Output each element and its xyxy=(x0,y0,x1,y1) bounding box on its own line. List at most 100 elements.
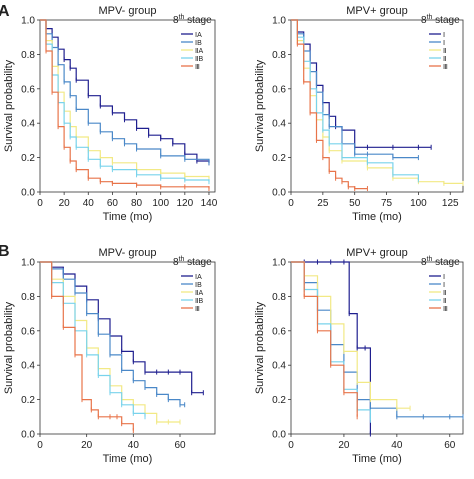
legend-entry: ⅡA xyxy=(195,290,203,297)
chart-panel-3: MPV- group 0.0 0.2 0.4 0.6 0.8 1.0 0 20 40 60 Time … xyxy=(3,247,216,465)
legend-entry: Ⅱ xyxy=(443,290,446,297)
panel-label-A: A xyxy=(0,3,10,20)
x-tick-label: 75 xyxy=(381,198,393,209)
series-line-5 xyxy=(291,261,358,417)
legend-title-base: 8 xyxy=(173,257,179,268)
series-line-5 xyxy=(291,19,368,190)
y-tick-label: 1.0 xyxy=(21,16,35,27)
plot-frame xyxy=(290,261,464,435)
x-tick-label: 0 xyxy=(288,198,294,209)
legend-entry: ⅡB xyxy=(195,56,203,63)
y-tick-label: 0.8 xyxy=(272,292,286,303)
x-tick-label: 40 xyxy=(128,440,140,451)
x-tick-label: 125 xyxy=(442,198,459,209)
series-line-2 xyxy=(291,261,463,418)
y-tick-label: 0.4 xyxy=(21,361,35,372)
y-tick-label: 0.4 xyxy=(21,119,35,130)
series-line-4 xyxy=(40,19,210,182)
y-axis-label: Survival probability xyxy=(3,59,15,152)
x-axis-label: Time (mo) xyxy=(103,211,153,223)
plot-frame xyxy=(39,261,216,435)
legend-entry: Ⅰ xyxy=(443,40,445,47)
legend-title-sup: th xyxy=(427,14,433,21)
chart-title: MPV+ group xyxy=(346,5,407,17)
x-tick-label: 25 xyxy=(317,198,329,209)
y-tick-label: 0.6 xyxy=(21,326,35,337)
legend-entry: ⅠA xyxy=(195,32,202,39)
plot-frame xyxy=(290,19,464,193)
x-tick-label: 20 xyxy=(59,198,71,209)
y-tick-label: 0.2 xyxy=(272,395,286,406)
x-tick-label: 20 xyxy=(338,440,350,451)
y-axis-label: Survival probability xyxy=(3,301,15,394)
legend-title: 8th stage xyxy=(421,14,460,26)
x-tick-label: 0 xyxy=(288,440,294,451)
x-tick-label: 20 xyxy=(81,440,93,451)
y-tick-label: 0.8 xyxy=(272,50,286,61)
series-line-5 xyxy=(40,261,134,431)
x-axis-label: Time (mo) xyxy=(103,453,153,465)
y-tick-label: 0.2 xyxy=(272,153,286,164)
y-tick-label: 0.6 xyxy=(272,326,286,337)
legend-title-base: 8 xyxy=(421,15,427,26)
series-line-1 xyxy=(291,19,432,148)
legend-title-sup: th xyxy=(427,256,433,263)
y-tick-label: 0.4 xyxy=(272,119,286,130)
x-tick-label: 60 xyxy=(444,440,456,451)
legend-entry: Ⅲ xyxy=(195,64,200,71)
legend-entry: Ⅰ xyxy=(443,282,445,289)
y-tick-label: 0.6 xyxy=(21,84,35,95)
chart-title: MPV+ group xyxy=(346,247,407,259)
legend-entry: Ⅰ xyxy=(443,274,445,281)
y-tick-label: 0.0 xyxy=(21,188,35,199)
x-tick-label: 0 xyxy=(37,440,43,451)
legend-entry: Ⅱ xyxy=(443,48,446,55)
x-tick-label: 140 xyxy=(201,198,218,209)
panel-label-B: B xyxy=(0,243,10,260)
x-tick-label: 120 xyxy=(176,198,193,209)
x-tick-label: 40 xyxy=(83,198,95,209)
y-tick-label: 0.0 xyxy=(272,188,286,199)
legend-entry: Ⅲ xyxy=(443,306,448,313)
legend-entry: ⅠB xyxy=(195,40,202,47)
legend-title: 8th stage xyxy=(173,14,212,26)
x-axis-label: Time (mo) xyxy=(352,453,402,465)
x-tick-label: 40 xyxy=(391,440,403,451)
legend-title-sup: th xyxy=(179,14,185,21)
series-line-1 xyxy=(40,19,210,163)
legend-entry: ⅡB xyxy=(195,298,203,305)
y-tick-label: 1.0 xyxy=(272,258,286,269)
x-tick-label: 80 xyxy=(131,198,143,209)
series-line-3 xyxy=(291,261,411,409)
legend-title-rest: stage xyxy=(432,257,460,268)
series-line-2 xyxy=(40,261,185,406)
legend-title: 8th stage xyxy=(421,256,460,268)
legend-entry: ⅠA xyxy=(195,274,202,281)
legend-entry: Ⅲ xyxy=(443,64,448,71)
legend-entry: Ⅲ xyxy=(195,306,200,313)
y-tick-label: 0.0 xyxy=(21,430,35,441)
legend-title-sup: th xyxy=(179,256,185,263)
x-tick-label: 100 xyxy=(152,198,169,209)
series-line-4 xyxy=(40,261,146,417)
legend-entry: ⅡA xyxy=(195,48,203,55)
y-tick-label: 0.2 xyxy=(21,153,35,164)
y-tick-label: 0.6 xyxy=(272,84,286,95)
legend-entry: Ⅰ xyxy=(443,32,445,39)
legend-title: 8th stage xyxy=(173,256,212,268)
legend-title-base: 8 xyxy=(421,257,427,268)
chart-panel-2: MPV+ group 0.0 0.2 0.4 0.6 0.8 1.0 0 25 50 75 100 12… xyxy=(254,5,464,223)
y-tick-label: 1.0 xyxy=(272,16,286,27)
series-line-5 xyxy=(40,19,210,189)
legend-title-base: 8 xyxy=(173,15,179,26)
series-line-3 xyxy=(40,19,210,179)
y-tick-label: 1.0 xyxy=(21,258,35,269)
legend-title-rest: stage xyxy=(184,15,212,26)
series-line-1 xyxy=(291,261,371,434)
plot-frame xyxy=(39,19,216,193)
chart-panel-1: MPV- group 0.0 0.2 0.4 0.6 0.8 1.0 0 20 40 60 80 100… xyxy=(3,5,218,223)
